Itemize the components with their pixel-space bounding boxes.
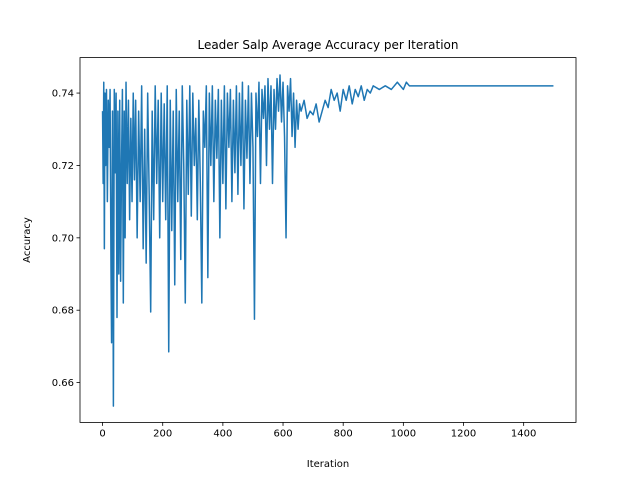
chart-title: Leader Salp Average Accuracy per Iterati… — [197, 38, 458, 52]
x-tick-label: 1000 — [391, 428, 416, 439]
x-tick-label: 600 — [273, 428, 292, 439]
y-tick-label: 0.70 — [52, 233, 74, 244]
x-tick-label: 200 — [153, 428, 172, 439]
x-tick-label: 800 — [334, 428, 353, 439]
data-line — [101, 74, 554, 407]
x-tick-label: 400 — [213, 428, 232, 439]
y-tick-label: 0.66 — [52, 378, 74, 389]
x-tick-label: 1400 — [511, 428, 536, 439]
plot-frame — [79, 57, 577, 423]
y-tick-label: 0.74 — [52, 89, 74, 100]
x-tick-label: 0 — [99, 428, 105, 439]
y-axis-label: Accuracy — [22, 217, 33, 263]
x-axis-label: Iteration — [307, 459, 349, 470]
x-tick-label: 1200 — [451, 428, 476, 439]
y-tick-label: 0.72 — [52, 161, 74, 172]
y-tick-label: 0.68 — [52, 306, 74, 317]
